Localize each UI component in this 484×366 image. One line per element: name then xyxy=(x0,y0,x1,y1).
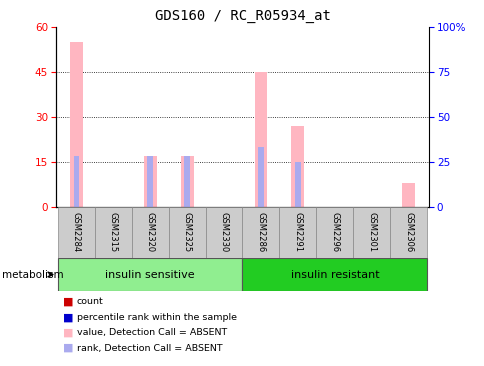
Text: ■: ■ xyxy=(63,343,74,353)
Text: insulin sensitive: insulin sensitive xyxy=(105,269,195,280)
Bar xyxy=(258,147,263,207)
Bar xyxy=(58,207,94,258)
Text: value, Detection Call = ABSENT: value, Detection Call = ABSENT xyxy=(76,328,227,337)
Text: rank, Detection Call = ABSENT: rank, Detection Call = ABSENT xyxy=(76,344,222,352)
Bar xyxy=(147,156,152,207)
Text: GSM2296: GSM2296 xyxy=(330,212,339,253)
Bar xyxy=(168,207,205,258)
Text: GSM2315: GSM2315 xyxy=(108,212,117,253)
Text: GSM2320: GSM2320 xyxy=(145,212,154,253)
Bar xyxy=(131,207,168,258)
Text: count: count xyxy=(76,298,103,306)
Text: percentile rank within the sample: percentile rank within the sample xyxy=(76,313,236,322)
Bar xyxy=(94,207,131,258)
Text: GSM2330: GSM2330 xyxy=(219,212,228,253)
Text: GSM2286: GSM2286 xyxy=(256,212,265,253)
Text: GSM2291: GSM2291 xyxy=(293,212,302,253)
Bar xyxy=(390,207,426,258)
Bar xyxy=(254,72,267,207)
Text: GSM2301: GSM2301 xyxy=(367,212,376,253)
Bar xyxy=(70,42,82,207)
Bar xyxy=(180,156,193,207)
Bar xyxy=(402,183,414,207)
Text: insulin resistant: insulin resistant xyxy=(290,269,378,280)
Bar xyxy=(74,156,78,207)
Text: ■: ■ xyxy=(63,328,74,338)
Text: metabolism: metabolism xyxy=(2,269,64,280)
Bar xyxy=(58,258,242,291)
Bar xyxy=(279,207,316,258)
Text: ■: ■ xyxy=(63,312,74,322)
Bar xyxy=(242,207,279,258)
Text: ■: ■ xyxy=(63,297,74,307)
Bar xyxy=(316,207,353,258)
Text: GSM2306: GSM2306 xyxy=(404,212,412,253)
Bar xyxy=(242,258,426,291)
Bar xyxy=(143,156,156,207)
Text: GDS160 / RC_R05934_at: GDS160 / RC_R05934_at xyxy=(154,9,330,23)
Text: GSM2325: GSM2325 xyxy=(182,212,191,253)
Bar xyxy=(353,207,390,258)
Bar xyxy=(205,207,242,258)
Bar xyxy=(291,126,304,207)
Text: GSM2284: GSM2284 xyxy=(72,212,80,253)
Bar xyxy=(295,162,300,207)
Bar xyxy=(184,156,189,207)
